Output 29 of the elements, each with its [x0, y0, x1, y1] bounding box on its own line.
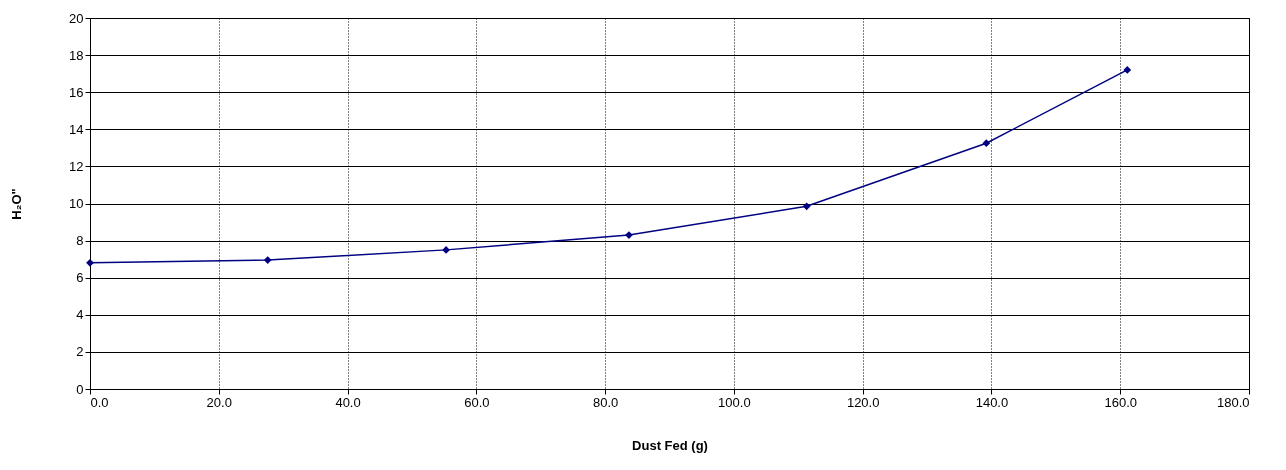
y-tick-label: 8 — [76, 233, 84, 249]
x-tick-label: 180.0 — [1216, 394, 1250, 410]
x-tick-label: 80.0 — [592, 394, 619, 410]
y-tick-label: 10 — [69, 196, 84, 211]
y-tick-label: 14 — [69, 121, 84, 137]
x-tick-label: 140.0 — [975, 394, 1009, 410]
point — [442, 246, 450, 254]
y-tick-label: 20 — [69, 10, 84, 26]
x-tick-label: 0.0 — [90, 394, 109, 410]
x-tick-label: 100.0 — [718, 394, 751, 410]
x-axis-title: Dust Fed (g) — [632, 437, 708, 453]
y-tick-label: 16 — [69, 84, 84, 100]
point — [1123, 66, 1132, 74]
y-tick-label: 18 — [69, 47, 84, 63]
x-tick-label: 60.0 — [464, 394, 490, 410]
x-tick-label: 40.0 — [335, 394, 361, 410]
y-tick-label: 4 — [76, 307, 84, 323]
y-tick-label: 0 — [76, 381, 84, 397]
point — [982, 139, 991, 148]
point — [263, 256, 272, 264]
x-tick-label: 20.0 — [206, 394, 232, 410]
y-tick-label: 2 — [76, 344, 84, 360]
point — [802, 202, 811, 211]
y-tick-label: 6 — [76, 270, 84, 286]
y-axis-title: H₂O" — [9, 188, 25, 220]
point — [86, 258, 94, 267]
y-tick-label: 12 — [69, 158, 84, 174]
x-tick-label: 120.0 — [846, 394, 880, 410]
x-tick-label: 160.0 — [1104, 394, 1137, 410]
